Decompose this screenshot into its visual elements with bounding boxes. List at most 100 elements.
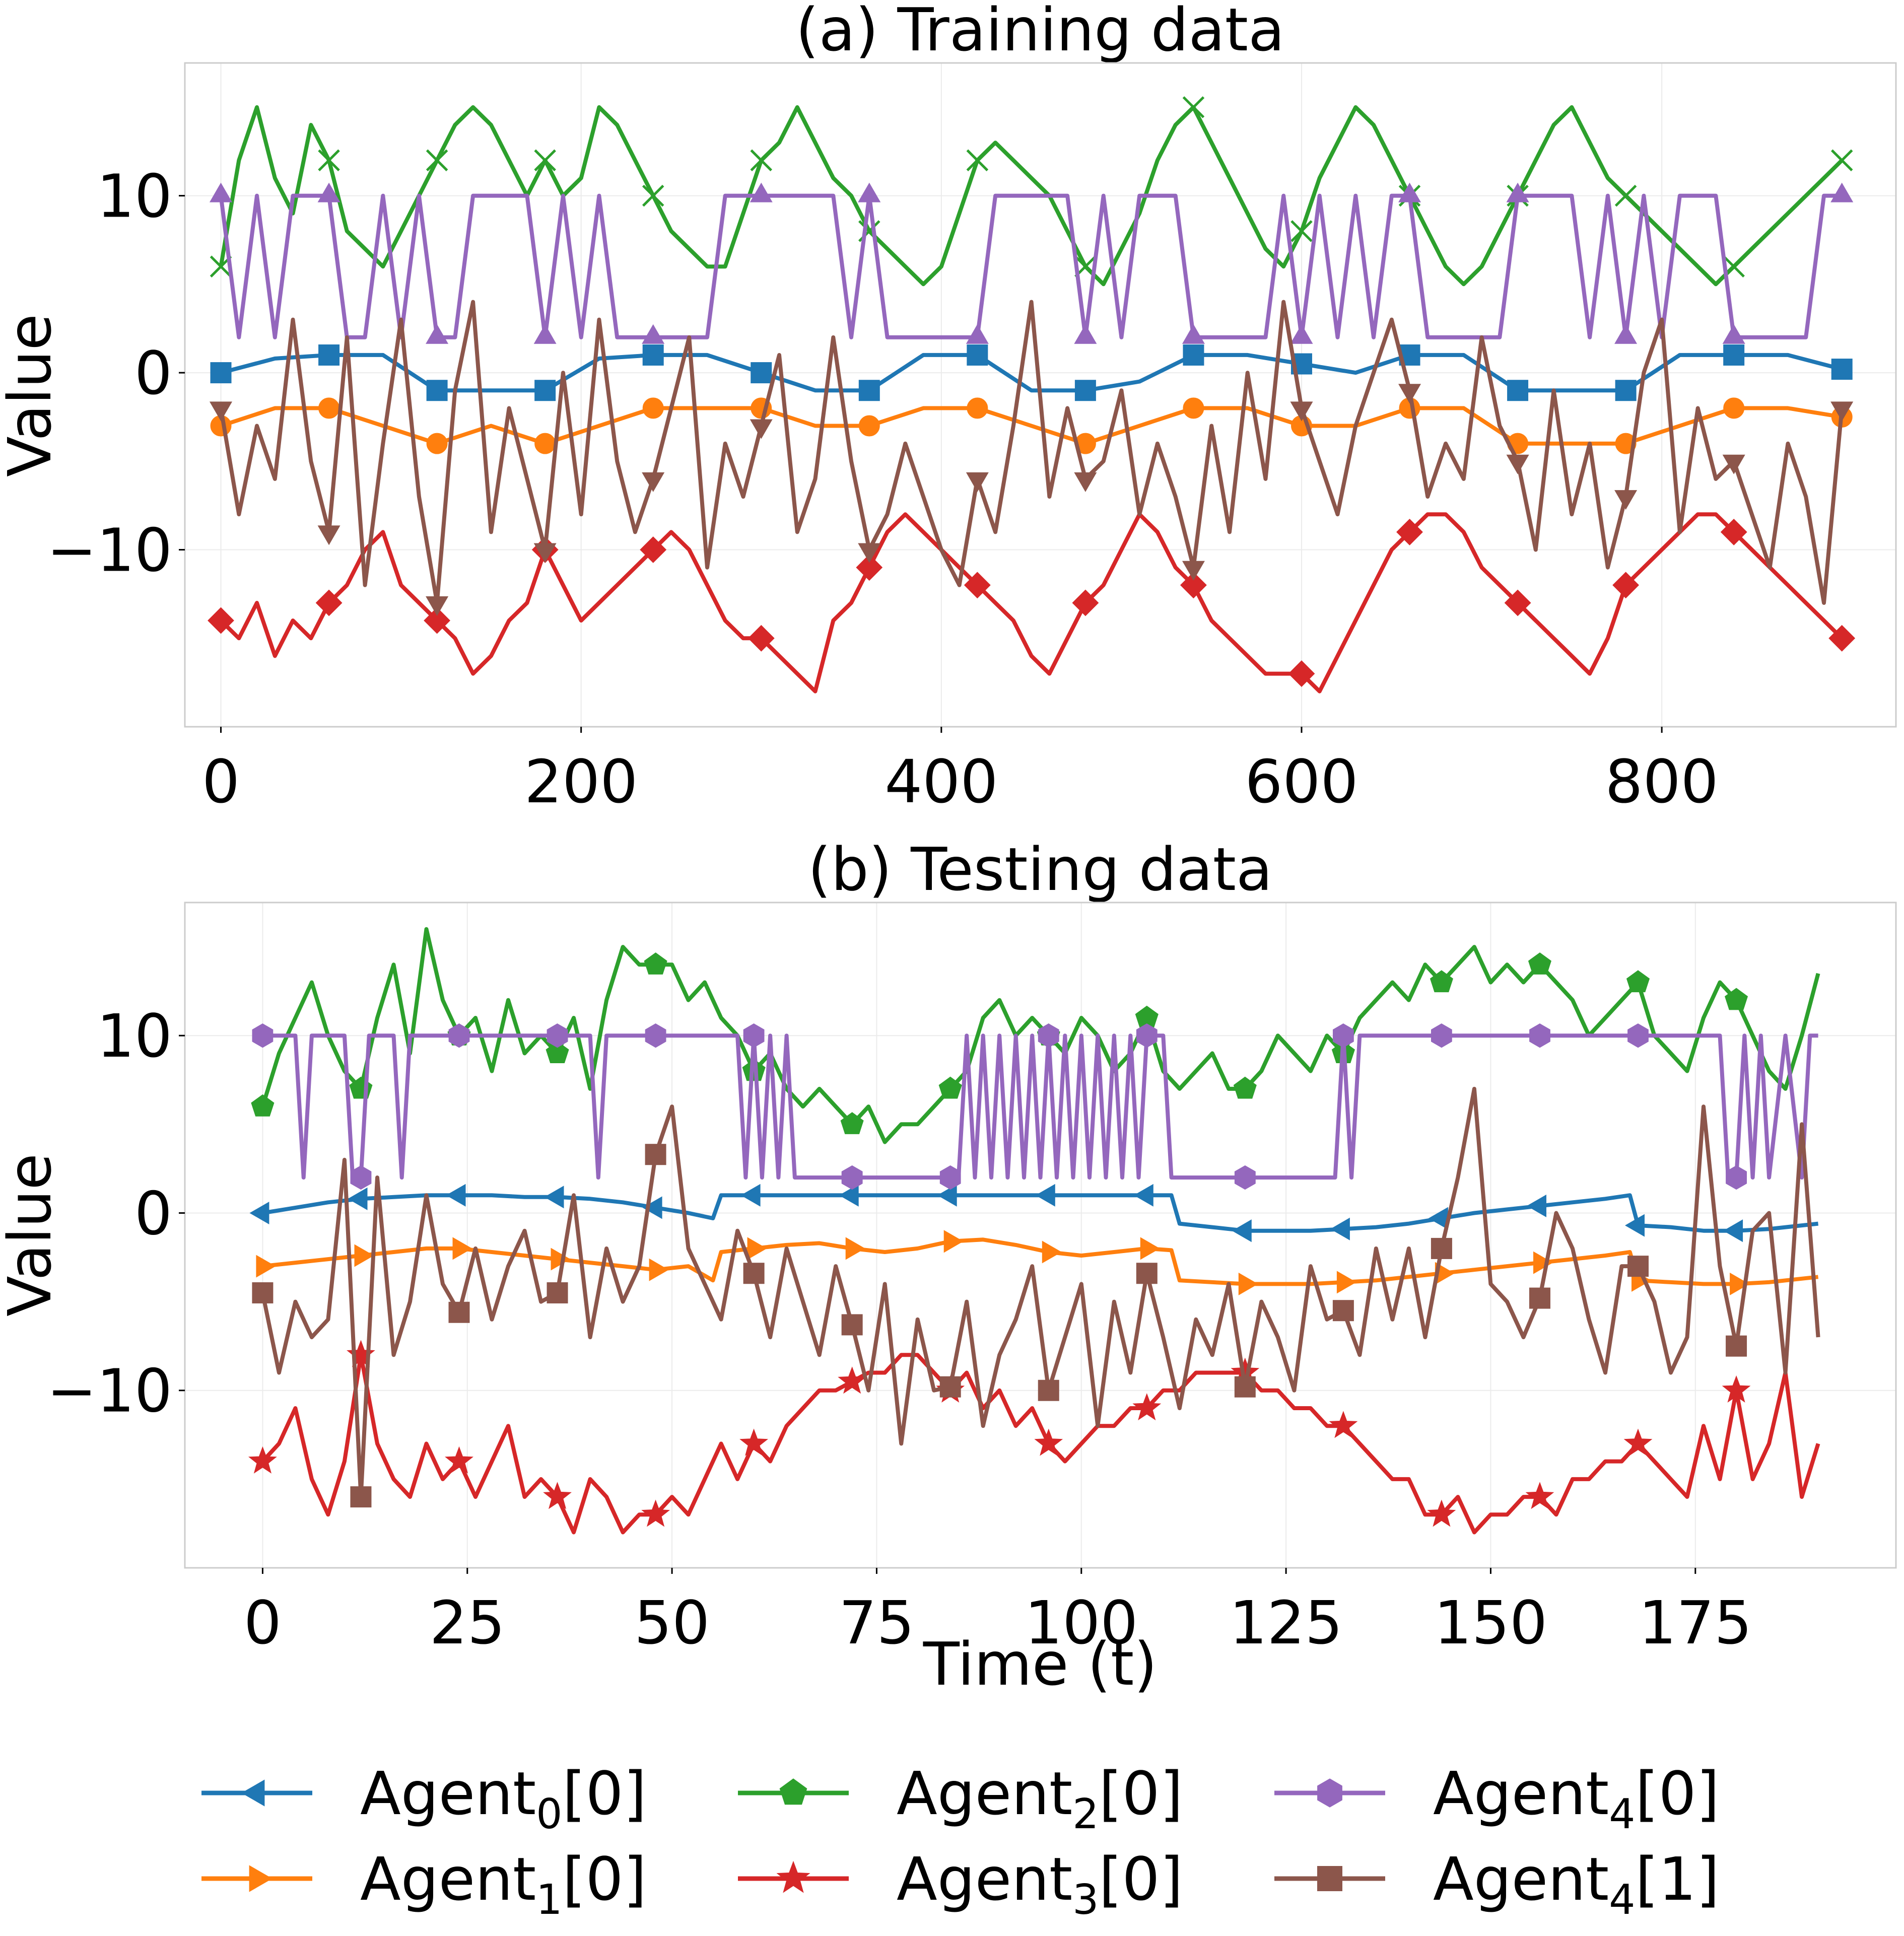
testing-point-agent4-1 [1234, 1376, 1256, 1398]
legend-label-base: Agent [360, 1759, 536, 1828]
legend-marker [241, 1779, 265, 1807]
testing-point-agent1-0 [649, 1258, 669, 1281]
training-xtick-label: 400 [885, 747, 998, 816]
training-point-agent2-0 [750, 149, 773, 172]
testing-ytick-label: −10 [47, 1356, 172, 1426]
training-point-agent4-0 [642, 324, 665, 344]
training-point-agent4-0 [1398, 182, 1421, 202]
testing-point-agent2-0 [840, 1112, 864, 1134]
testing-point-agent2-0 [1528, 952, 1551, 975]
training-point-agent4-1 [966, 472, 989, 492]
legend-marker [1317, 1778, 1342, 1808]
legend-label-subscript: 0 [536, 1790, 562, 1838]
legend-label-suffix: [0] [562, 1759, 646, 1828]
training-point-agent4-1 [209, 401, 233, 422]
training-point-agent3-0 [856, 554, 883, 581]
testing-point-agent3-0 [248, 1446, 277, 1474]
testing-point-agent4-1 [1627, 1256, 1649, 1277]
training-point-agent2-0 [1290, 220, 1313, 242]
testing-point-agent3-0 [641, 1499, 670, 1527]
testing-point-agent0-0 [937, 1184, 957, 1207]
testing-point-agent3-0 [1329, 1411, 1358, 1438]
legend-label-subscript: 3 [1072, 1876, 1099, 1924]
training-point-agent4-0 [1830, 182, 1854, 202]
testing-point-agent1-0 [452, 1237, 472, 1260]
training-point-agent0-0 [1831, 359, 1853, 380]
testing-point-agent3-0 [445, 1446, 473, 1474]
testing-point-agent2-0 [1430, 970, 1453, 993]
testing-point-agent0-0 [249, 1201, 269, 1225]
testing-line-agent1-0 [262, 1237, 1819, 1286]
testing-point-agent2-0 [1233, 1076, 1257, 1099]
testing-line-agent3-0 [261, 1353, 1820, 1535]
training-point-agent4-1 [1506, 454, 1529, 474]
testing-point-agent0-0 [740, 1184, 761, 1207]
training-point-agent4-1 [533, 543, 557, 563]
training-point-agent4-0 [1290, 324, 1313, 344]
training-xtick-label: 600 [1245, 747, 1358, 816]
testing-point-agent1-0 [1336, 1271, 1356, 1294]
training-point-agent4-1 [1074, 472, 1097, 492]
training-point-agent4-0 [966, 324, 989, 344]
legend-label-base: Agent [1433, 1844, 1609, 1914]
testing-point-agent4-1 [645, 1144, 666, 1165]
training-point-agent4-0 [533, 324, 557, 344]
training-point-agent3-0 [1504, 589, 1531, 616]
training-point-agent4-0 [209, 182, 233, 202]
training-point-agent2-0 [426, 149, 448, 172]
testing-point-agent4-1 [939, 1376, 961, 1398]
legend-label-base: Agent [360, 1844, 536, 1914]
testing-point-agent4-1 [1332, 1300, 1354, 1322]
testing-point-agent0-0 [1723, 1219, 1743, 1242]
testing-point-agent4-0 [743, 1023, 765, 1048]
training-ytick-label: 0 [134, 338, 172, 408]
training-point-agent3-0 [1072, 589, 1099, 616]
training-point-agent3-0 [424, 607, 451, 634]
training-point-agent4-1 [1290, 401, 1313, 422]
training-point-agent2-0 [318, 149, 340, 172]
training-chart-ylabel: Value [0, 314, 64, 477]
testing-line-agent4-0 [262, 1033, 1818, 1180]
testing-point-agent4-1 [350, 1486, 372, 1508]
training-line-agent0-0 [220, 353, 1843, 393]
testing-point-agent0-0 [642, 1196, 662, 1219]
training-point-agent4-1 [858, 543, 881, 563]
training-point-agent0-0 [1183, 344, 1204, 366]
testing-point-agent0-0 [1232, 1219, 1252, 1242]
training-xtick-label: 800 [1605, 747, 1719, 816]
legend-label-suffix: [0] [1099, 1759, 1183, 1828]
testing-point-agent1-0 [354, 1244, 374, 1267]
legend-label-subscript: 4 [1609, 1876, 1635, 1924]
testing-series [248, 927, 1820, 1535]
testing-point-agent4-1 [1136, 1263, 1158, 1284]
legend-label: Agent1[0] [360, 1844, 647, 1924]
testing-point-agent2-0 [938, 1076, 962, 1099]
testing-point-agent0-0 [446, 1184, 466, 1207]
legend-label-suffix: [0] [1635, 1759, 1719, 1828]
testing-point-agent2-0 [1626, 970, 1650, 993]
training-point-agent3-0 [1612, 572, 1640, 599]
training-point-agent3-0 [208, 607, 234, 634]
testing-point-agent3-0 [543, 1482, 572, 1509]
testing-yticks: −10 0 10 [47, 1001, 185, 1426]
training-point-agent1-0 [1723, 397, 1745, 419]
training-point-agent3-0 [1720, 518, 1747, 545]
testing-point-agent4-1 [1529, 1287, 1550, 1309]
training-point-agent4-0 [1722, 324, 1745, 344]
testing-point-agent1-0 [1238, 1272, 1258, 1295]
testing-point-agent0-0 [1330, 1217, 1350, 1240]
legend-label-base: Agent [897, 1759, 1072, 1828]
testing-xticks: 0 25 50 75 100 125 150 175 [244, 1568, 1752, 1657]
training-point-agent0-0 [1615, 380, 1637, 401]
training-point-agent1-0 [967, 397, 988, 419]
testing-chart-title: (b) Testing data [808, 835, 1273, 904]
testing-xtick-label: 25 [430, 1588, 505, 1657]
training-point-agent2-0 [534, 149, 556, 172]
testing-point-agent4-0 [1627, 1023, 1649, 1048]
training-point-agent4-0 [1614, 324, 1638, 344]
training-point-agent0-0 [426, 380, 448, 401]
testing-point-agent3-0 [1525, 1482, 1554, 1509]
training-point-agent1-0 [318, 397, 340, 419]
training-point-agent3-0 [1288, 660, 1315, 687]
